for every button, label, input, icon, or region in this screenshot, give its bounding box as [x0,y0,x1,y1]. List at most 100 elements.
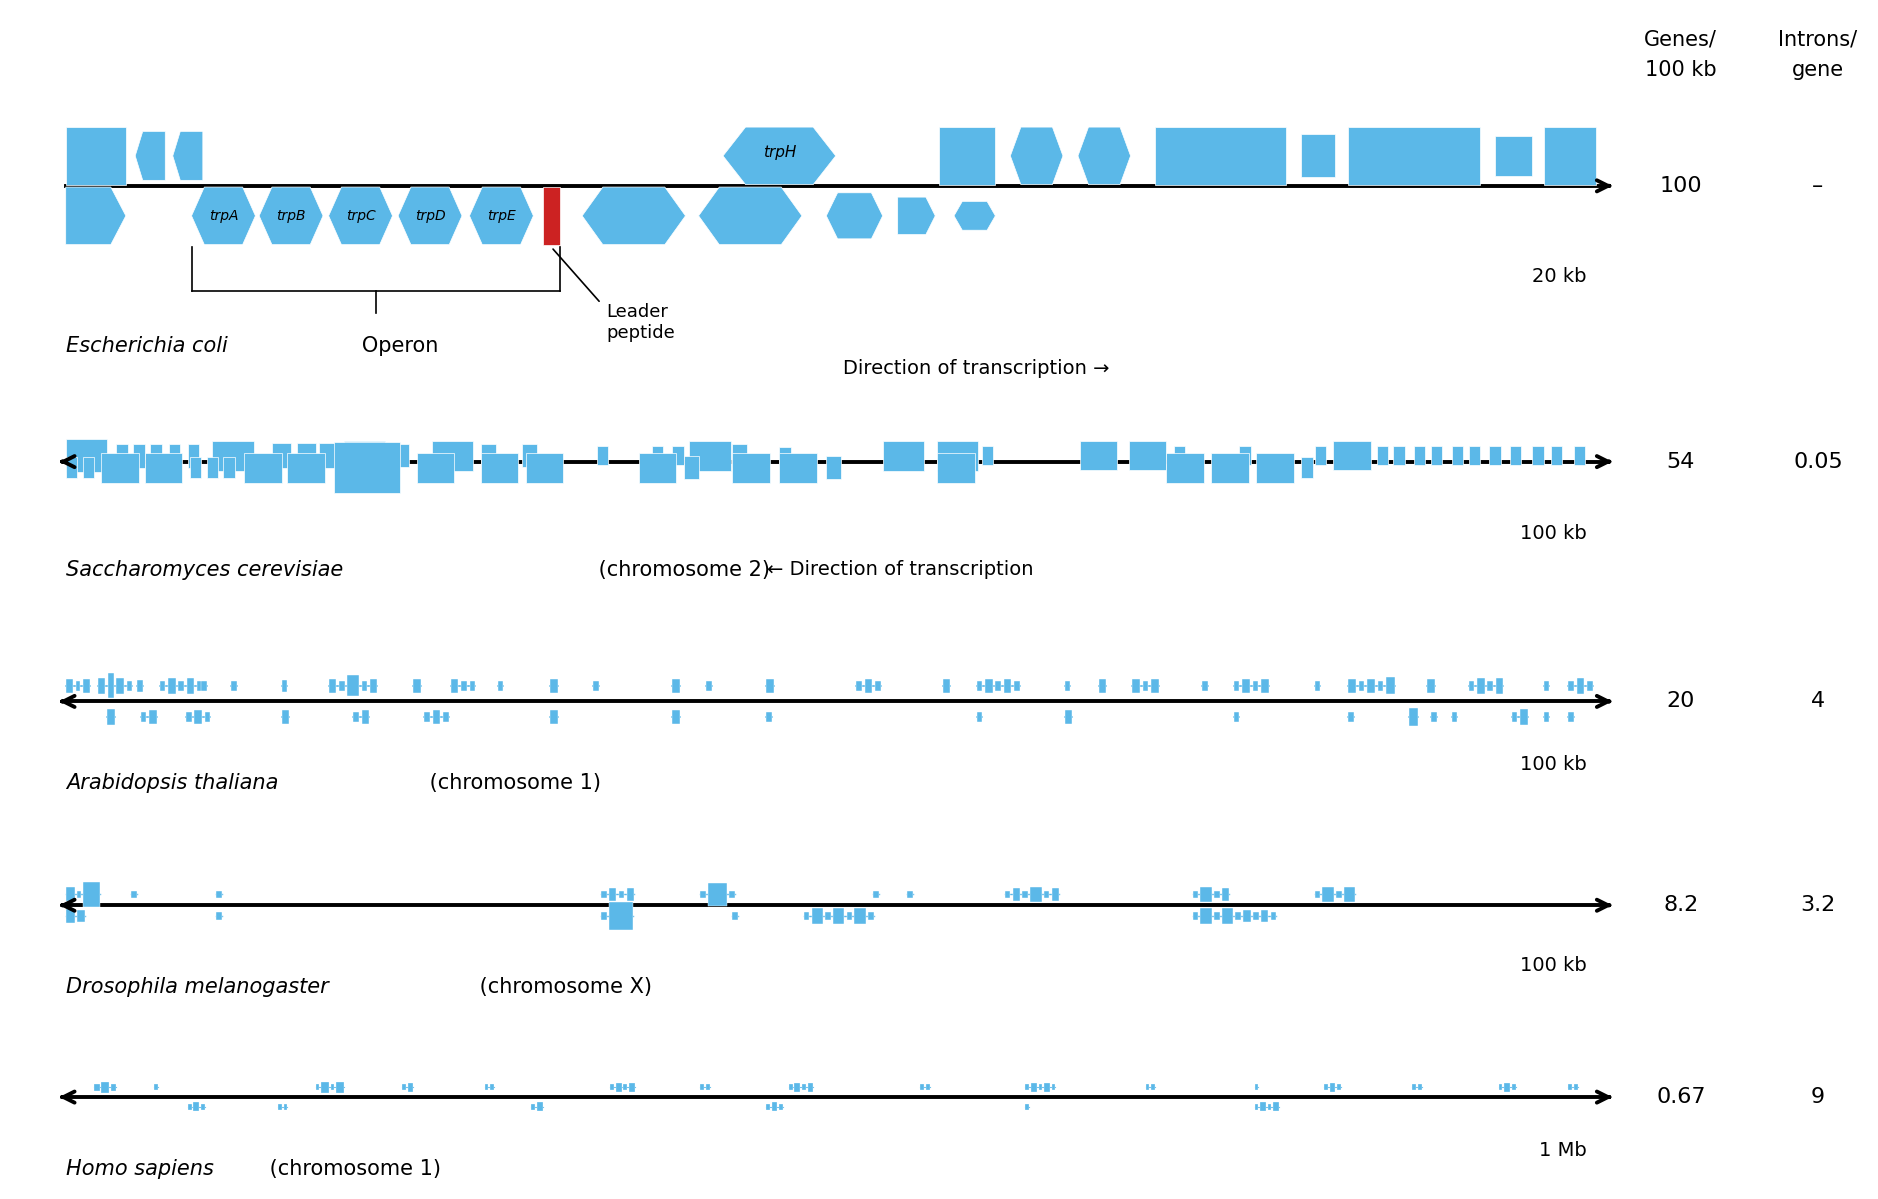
Bar [826,457,841,478]
Bar [1360,681,1363,691]
Bar [413,679,421,693]
Bar [1578,679,1585,693]
Bar [1568,681,1574,691]
Polygon shape [1078,127,1131,185]
Bar [1193,891,1198,898]
Bar [1377,446,1388,465]
Bar [1200,887,1211,902]
Bar [550,710,558,724]
Bar [66,127,126,185]
Bar [331,1084,334,1091]
Bar [706,1084,710,1091]
Bar [629,1084,635,1091]
Bar [1052,1084,1055,1091]
Bar [1393,446,1405,465]
Bar [1348,679,1356,693]
Bar [1253,912,1258,920]
Bar [1324,1084,1328,1091]
Polygon shape [259,187,323,245]
Bar [98,679,105,693]
Polygon shape [470,187,533,245]
Bar [297,442,316,469]
Bar [1234,681,1239,691]
Bar [272,442,291,469]
Bar [672,710,680,724]
Bar [627,888,635,900]
Text: 3.2: 3.2 [1801,896,1835,915]
Bar [868,912,873,920]
Bar [1301,134,1335,177]
Bar [1469,446,1480,465]
Bar [462,681,468,691]
Bar [417,452,454,482]
Bar [361,710,368,724]
Bar [116,444,128,468]
Bar [794,1084,800,1091]
Bar [1377,681,1382,691]
Bar [1014,681,1020,691]
Bar [875,681,881,691]
Bar [1452,446,1463,465]
Bar [732,452,770,482]
Bar [188,679,195,693]
Text: trpH: trpH [762,145,796,159]
Bar [66,887,75,902]
Bar [1031,887,1042,902]
Bar [66,439,107,472]
Bar [190,457,201,478]
Bar [623,1084,627,1091]
Bar [982,446,993,465]
Bar [216,891,222,898]
Bar [150,444,162,468]
Text: ← Direction of transcription: ← Direction of transcription [742,560,1033,579]
Text: –: – [1812,176,1824,195]
Bar [1052,888,1059,900]
Bar [1427,679,1435,693]
Bar [1315,446,1326,465]
Bar [244,452,282,482]
Polygon shape [898,197,935,235]
Text: Escherichia coli: Escherichia coli [66,336,227,356]
Bar [287,452,325,482]
Bar [977,712,982,722]
Bar [1271,912,1277,920]
Text: 20 kb: 20 kb [1532,267,1587,287]
Bar [1022,891,1027,898]
Bar [1414,446,1425,465]
Bar [616,1084,622,1091]
Bar [1080,441,1117,470]
Text: Leader
peptide: Leader peptide [607,303,676,342]
Bar [1039,1084,1042,1091]
Bar [1200,909,1211,923]
Bar [434,710,441,724]
Bar [1268,1103,1271,1110]
Bar [522,445,537,466]
Bar [1223,888,1230,900]
Bar [1544,127,1596,185]
Bar [1495,679,1502,693]
Bar [1521,710,1529,724]
Bar [188,444,199,468]
Bar [111,1084,116,1091]
Bar [1239,446,1251,465]
Bar [854,909,866,923]
Bar [977,681,982,691]
Bar [131,891,137,898]
Bar [550,679,558,693]
Bar [824,912,830,920]
Polygon shape [329,187,393,245]
Bar [995,681,1001,691]
Bar [451,679,458,693]
Bar [402,1084,406,1091]
Bar [1044,891,1050,898]
Bar [169,679,177,693]
Bar [672,679,680,693]
Bar [1193,912,1198,920]
Bar [866,679,873,693]
Bar [197,681,203,691]
Bar [937,452,975,482]
Bar [1345,887,1356,902]
Bar [160,681,165,691]
Text: Operon: Operon [342,336,438,356]
Bar [729,891,734,898]
